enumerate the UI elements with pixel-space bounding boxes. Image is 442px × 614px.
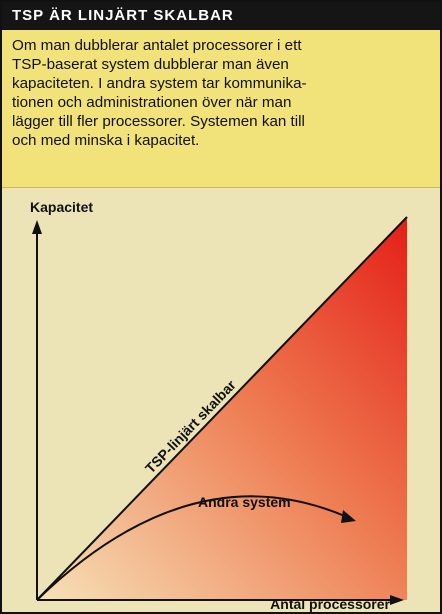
y-axis-label: Kapacitet — [30, 199, 93, 215]
diagram: Kapacitet Antal processorer TSP-linjärt … — [30, 199, 408, 612]
x-arrow — [390, 595, 404, 605]
body-line: tionen och administrationen över när man — [12, 94, 292, 111]
body-line: TSP-baserat system dubblerar man även — [12, 56, 289, 73]
x-axis-label: Antal processorer — [270, 596, 390, 612]
header-title: TSP ÄR LINJÄRT SKALBAR — [2, 2, 440, 30]
y-arrow — [32, 220, 42, 234]
body-line: lägger till fler processorer. Systemen k… — [12, 113, 305, 130]
linear-line — [36, 216, 408, 601]
body-text: Om man dubblerar antalet processorer i e… — [2, 30, 440, 188]
body-line: kapaciteten. I andra system tar kommunik… — [12, 75, 307, 92]
body-line: Om man dubblerar antalet processorer i e… — [12, 37, 302, 54]
other-curve — [36, 495, 348, 601]
body-line: och med minska i kapacitet. — [12, 132, 200, 149]
curve-label: Andra system — [198, 494, 291, 510]
curve-arrow — [341, 510, 356, 523]
